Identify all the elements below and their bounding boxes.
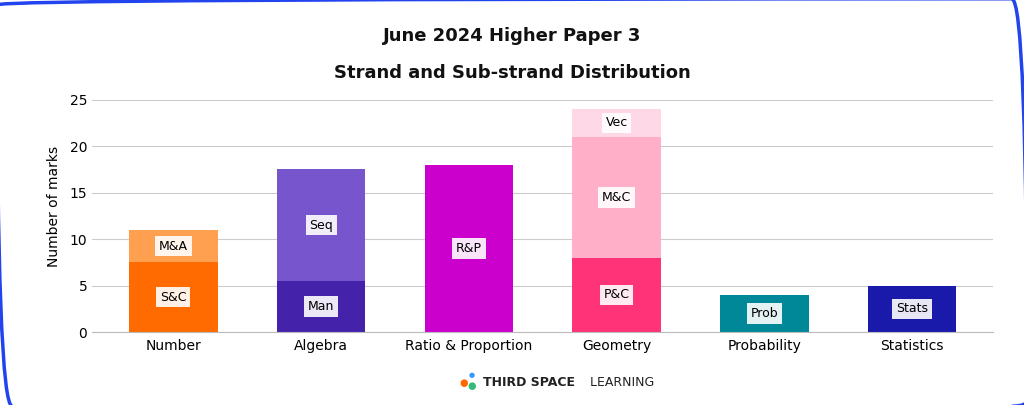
Text: M&C: M&C — [602, 191, 631, 204]
Bar — [129, 230, 218, 262]
Bar — [720, 295, 809, 332]
Text: Strand and Sub-strand Distribution: Strand and Sub-strand Distribution — [334, 64, 690, 82]
Text: Vec: Vec — [605, 116, 628, 129]
Bar — [572, 258, 660, 332]
Text: M&A: M&A — [159, 240, 188, 253]
Text: P&C: P&C — [603, 288, 630, 301]
Text: ●: ● — [469, 373, 475, 378]
Bar — [276, 281, 366, 332]
Bar — [276, 169, 366, 281]
Text: ●: ● — [468, 381, 476, 391]
Text: Seq: Seq — [309, 219, 333, 232]
Text: Stats: Stats — [896, 303, 928, 315]
Bar — [867, 286, 956, 332]
Bar — [425, 165, 513, 332]
Text: R&P: R&P — [456, 242, 482, 255]
Text: Man: Man — [308, 300, 334, 313]
Text: June 2024 Higher Paper 3: June 2024 Higher Paper 3 — [383, 28, 641, 45]
Bar — [572, 137, 660, 258]
Text: S&C: S&C — [160, 291, 186, 304]
Y-axis label: Number of marks: Number of marks — [47, 146, 61, 267]
Bar — [572, 109, 660, 137]
Text: THIRD SPACE: THIRD SPACE — [483, 376, 575, 389]
Text: LEARNING: LEARNING — [586, 376, 654, 389]
Text: Prob: Prob — [751, 307, 778, 320]
Bar — [129, 262, 218, 332]
Text: ●: ● — [460, 378, 468, 388]
